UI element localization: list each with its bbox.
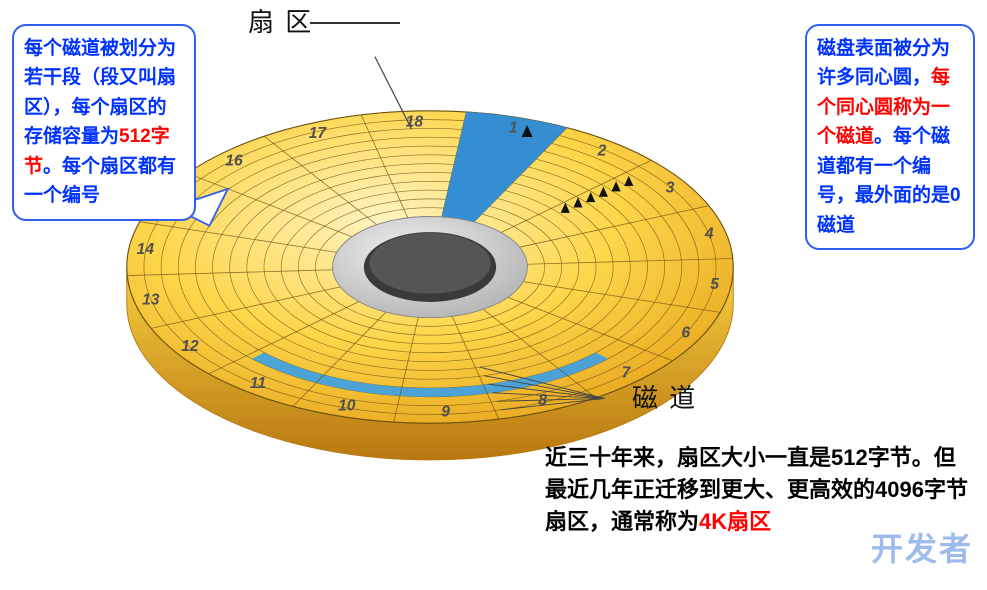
svg-text:5: 5 bbox=[710, 276, 719, 293]
svg-text:2: 2 bbox=[597, 142, 607, 159]
svg-text:16: 16 bbox=[225, 153, 243, 170]
svg-text:3: 3 bbox=[666, 179, 675, 196]
svg-text:6: 6 bbox=[681, 324, 690, 341]
watermark: 开发者 bbox=[871, 524, 973, 570]
svg-text:14: 14 bbox=[137, 241, 155, 258]
svg-text:11: 11 bbox=[250, 375, 266, 392]
callout-track: 磁盘表面被分为许多同心圆，每个同心圆称为一个磁道。每个磁道都有一个编号，最外面的… bbox=[805, 24, 975, 250]
svg-text:13: 13 bbox=[142, 292, 160, 309]
svg-text:7: 7 bbox=[622, 365, 632, 382]
callout-sector: 每个磁道被划分为若干段（段又叫扇区），每个扇区的存储容量为512字节。每个扇区都… bbox=[12, 24, 196, 221]
track-label: 磁 道 bbox=[632, 378, 697, 415]
svg-text:12: 12 bbox=[181, 338, 199, 355]
svg-text:17: 17 bbox=[309, 125, 328, 142]
svg-text:1: 1 bbox=[509, 120, 518, 137]
sector-label: 扇 区 bbox=[248, 2, 313, 39]
svg-text:4: 4 bbox=[704, 226, 714, 243]
svg-text:10: 10 bbox=[338, 398, 356, 415]
svg-text:9: 9 bbox=[441, 404, 450, 421]
